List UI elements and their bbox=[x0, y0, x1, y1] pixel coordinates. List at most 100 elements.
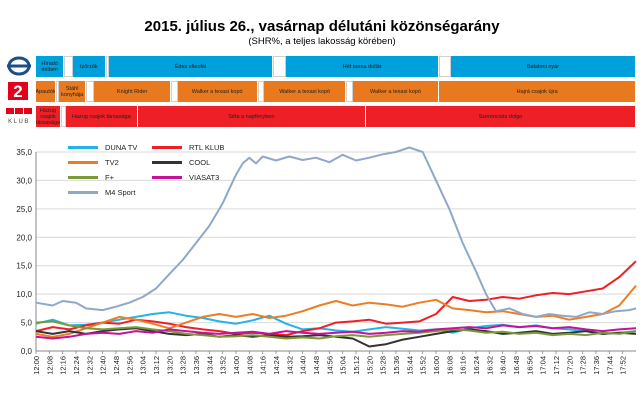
program-block: Hét tonna dollár bbox=[286, 56, 440, 77]
program-label: Walker a texasi kopó bbox=[279, 88, 331, 95]
x-tick-label: 13:20 bbox=[165, 356, 174, 375]
schedule-gap bbox=[61, 106, 66, 127]
program-label: Szerencsés dolgo bbox=[478, 113, 523, 120]
program-label: Hazug csajok társasága bbox=[71, 113, 131, 120]
program-label: Stáhl konyhája bbox=[61, 85, 84, 98]
x-tick-label: 12:32 bbox=[85, 356, 94, 375]
program-block: Édes ellenfél bbox=[109, 56, 273, 77]
x-tick-label: 17:12 bbox=[552, 356, 561, 375]
x-tick-label: 13:04 bbox=[139, 356, 148, 375]
x-tick-label: 17:20 bbox=[565, 356, 574, 375]
legend-label: TV2 bbox=[105, 158, 119, 167]
program-label: Hét tonna dollár bbox=[342, 63, 382, 70]
program-block: Hajrá csajok újra bbox=[439, 81, 636, 102]
program-block: Izőrzők bbox=[72, 56, 106, 77]
series-line-viasat3 bbox=[35, 324, 637, 340]
program-block: Apautók bbox=[36, 81, 56, 102]
program-block: Séta a napfényben bbox=[137, 106, 366, 127]
svg-text:2: 2 bbox=[13, 82, 22, 101]
schedule-gap bbox=[56, 81, 60, 102]
program-block: Stáhl konyhája bbox=[59, 81, 86, 102]
legend-label: DUNA TV bbox=[105, 143, 138, 152]
program-label: Apautók bbox=[36, 88, 56, 95]
x-tick-label: 14:08 bbox=[245, 356, 254, 375]
program-label: Séta a napfényben bbox=[228, 113, 275, 120]
x-tick-label: 12:08 bbox=[45, 356, 54, 375]
x-tick-label: 17:36 bbox=[592, 356, 601, 375]
program-block: Balatoni nyár bbox=[451, 56, 636, 77]
y-tick-label: 10,0 bbox=[16, 290, 32, 299]
legend-swatch bbox=[68, 176, 98, 179]
series-line-m4-sport bbox=[35, 146, 637, 318]
schedule-gap bbox=[272, 56, 286, 77]
y-tick-label: 25,0 bbox=[16, 205, 32, 214]
x-tick-label: 15:52 bbox=[419, 356, 428, 375]
program-block: Walker a texasi kopó bbox=[177, 81, 258, 102]
y-tick-label: 15,0 bbox=[16, 262, 32, 271]
legend-swatch bbox=[68, 161, 98, 164]
x-tick-label: 15:20 bbox=[365, 356, 374, 375]
y-tick-label: 35,0 bbox=[16, 148, 32, 157]
program-block: Hazug csajok társasága bbox=[66, 106, 138, 127]
schedule-gap bbox=[346, 81, 353, 102]
x-tick-label: 14:56 bbox=[325, 356, 334, 375]
program-block: Walker a texasi kopó bbox=[264, 81, 346, 102]
program-block: Knight Rider bbox=[94, 81, 171, 102]
x-tick-label: 17:28 bbox=[579, 356, 588, 375]
y-tick-label: 30,0 bbox=[16, 176, 32, 185]
legend-item: TV2 bbox=[68, 158, 119, 167]
legend-item: COOL bbox=[152, 158, 210, 167]
program-block: Híradó délben bbox=[36, 56, 65, 77]
x-tick-label: 12:16 bbox=[59, 356, 68, 375]
legend-swatch bbox=[152, 161, 182, 164]
x-tick-label: 13:12 bbox=[152, 356, 161, 375]
x-tick-label: 14:40 bbox=[299, 356, 308, 375]
program-block: Hazug csajok társasága bbox=[36, 106, 61, 127]
x-tick-label: 12:24 bbox=[72, 356, 81, 375]
legend-item: VIASAT3 bbox=[152, 173, 219, 182]
schedule-row-rtl: Hazug csajok társasága Hazug csajok társa… bbox=[36, 106, 636, 127]
x-tick-label: 15:12 bbox=[352, 356, 361, 375]
schedule-row-duna: Híradó délben Izőrzők Édes ellenfél Hét ton… bbox=[36, 56, 636, 77]
x-tick-label: 16:24 bbox=[472, 356, 481, 375]
program-block: Szerencsés dolgo bbox=[366, 106, 636, 127]
x-tick-label: 14:32 bbox=[285, 356, 294, 375]
series-line-f- bbox=[35, 320, 637, 340]
x-tick-label: 13:28 bbox=[179, 356, 188, 375]
tv2-logo-icon: 2 bbox=[6, 80, 32, 102]
legend-item: M4 Sport bbox=[68, 188, 135, 197]
x-tick-label: 14:00 bbox=[232, 356, 241, 375]
x-tick-label: 15:36 bbox=[392, 356, 401, 375]
schedule-gap bbox=[64, 56, 73, 77]
x-tick-label: 13:36 bbox=[192, 356, 201, 375]
chart-subtitle: (SHR%, a teljes lakosság körében) bbox=[248, 36, 396, 47]
chart-title: 2015. július 26., vasárnap délutáni közö… bbox=[144, 18, 500, 35]
program-block: Walker a texasi kopó bbox=[352, 81, 440, 102]
x-tick-label: 17:52 bbox=[619, 356, 628, 375]
legend-label: VIASAT3 bbox=[189, 173, 220, 182]
legend-label: RTL KLUB bbox=[189, 143, 225, 152]
x-tick-label: 13:44 bbox=[205, 356, 214, 375]
x-tick-label: 15:28 bbox=[379, 356, 388, 375]
x-tick-label: 15:04 bbox=[339, 356, 348, 375]
svg-text:KLUB: KLUB bbox=[8, 119, 30, 125]
x-tick-label: 17:04 bbox=[539, 356, 548, 375]
legend-item: RTL KLUB bbox=[152, 143, 224, 152]
schedule-row-tv2: Apautók Stáhl konyhája Knight Rider Walker … bbox=[36, 81, 636, 102]
schedule-gap bbox=[439, 56, 451, 77]
x-tick-label: 16:16 bbox=[459, 356, 468, 375]
x-tick-label: 16:08 bbox=[445, 356, 454, 375]
series-line-rtl-klub bbox=[35, 260, 637, 337]
x-tick-label: 12:00 bbox=[32, 356, 41, 375]
y-tick-label: 0,0 bbox=[21, 347, 33, 356]
legend-item: DUNA TV bbox=[68, 143, 137, 152]
legend-label: COOL bbox=[189, 158, 211, 167]
legend-swatch bbox=[152, 176, 182, 179]
x-tick-label: 14:16 bbox=[259, 356, 268, 375]
x-tick-label: 17:44 bbox=[605, 356, 614, 375]
schedule-gap bbox=[106, 56, 110, 77]
legend-label: F+ bbox=[105, 173, 114, 182]
program-label: Hajrá csajok újra bbox=[516, 88, 558, 95]
x-tick-label: 14:48 bbox=[312, 356, 321, 375]
legend-swatch bbox=[68, 191, 98, 194]
